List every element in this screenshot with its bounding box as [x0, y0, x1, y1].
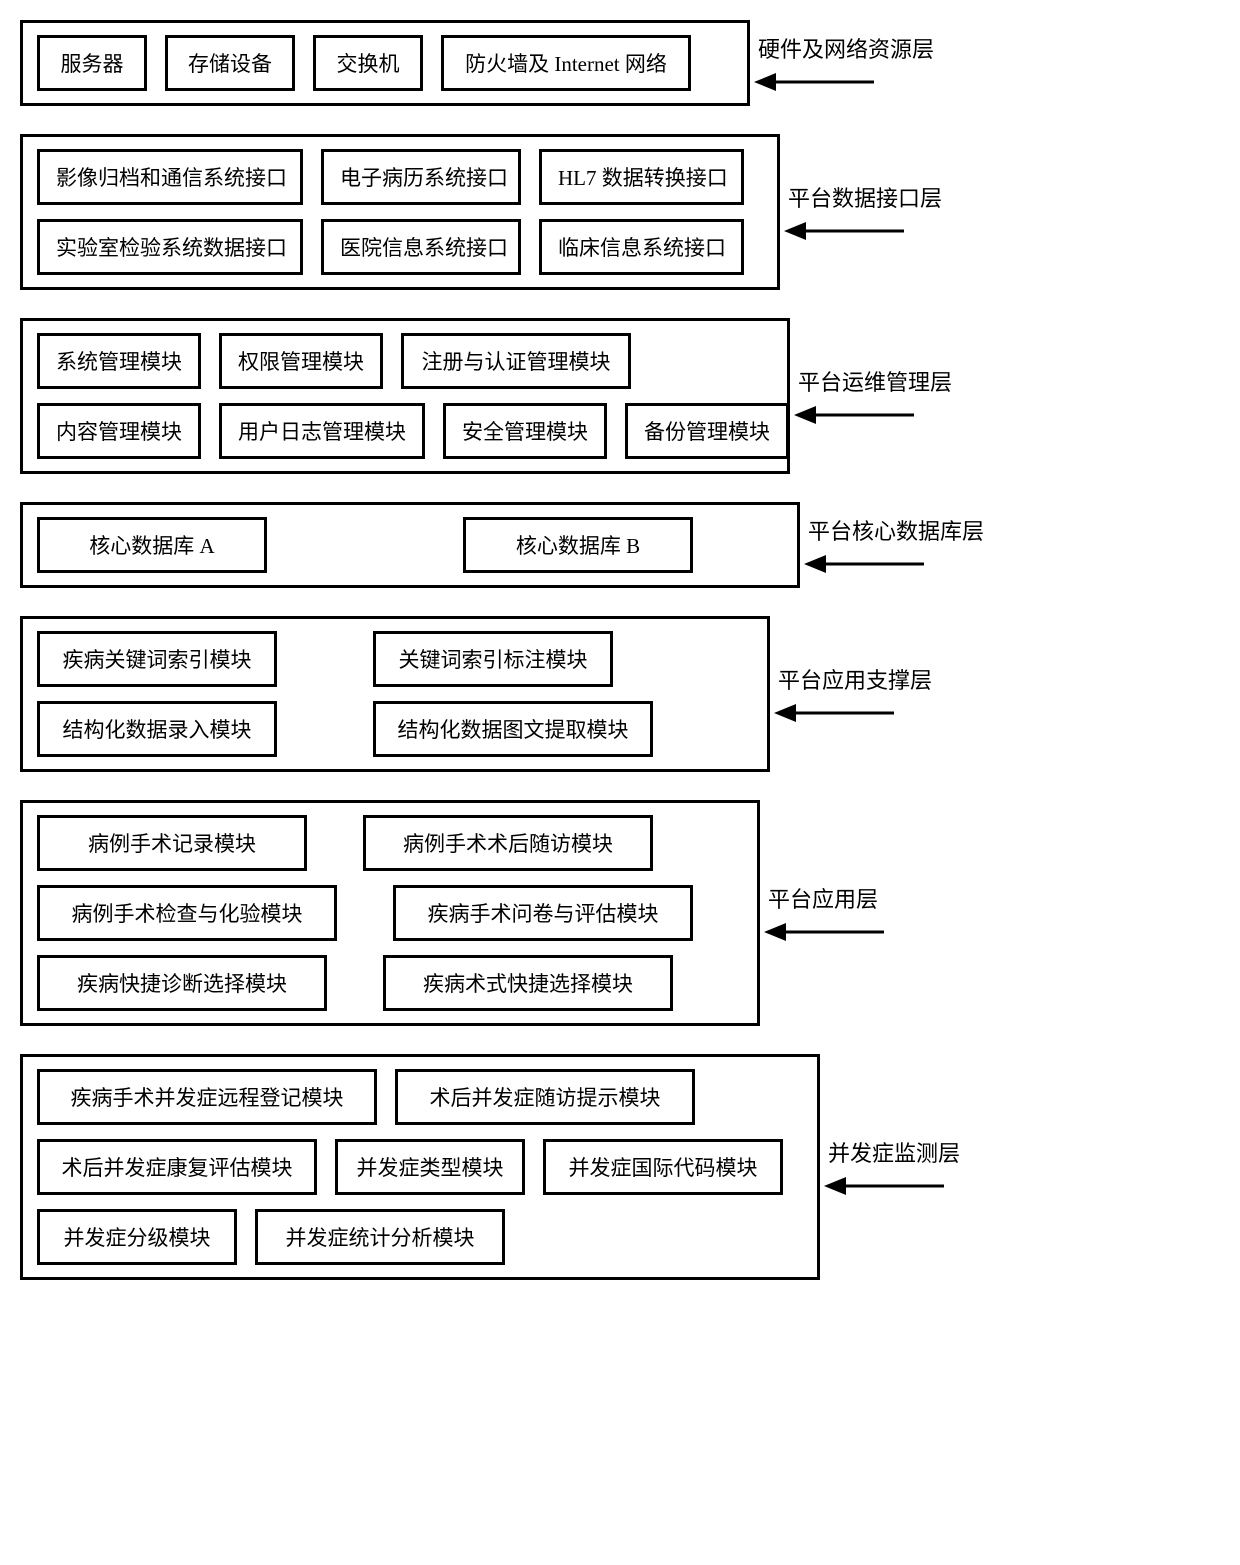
module-box: 结构化数据录入模块 — [37, 701, 277, 757]
module-box: 存储设备 — [165, 35, 295, 91]
module-box: 病例手术检查与化验模块 — [37, 885, 337, 941]
layer-label-group: 并发症监测层 — [824, 1136, 960, 1198]
layer-label: 硬件及网络资源层 — [758, 32, 934, 64]
module-box: 实验室检验系统数据接口 — [37, 219, 303, 275]
module-box: 安全管理模块 — [443, 403, 607, 459]
layer-box: 系统管理模块权限管理模块注册与认证管理模块内容管理模块用户日志管理模块安全管理模… — [20, 318, 790, 474]
arrow-left-icon — [804, 552, 924, 576]
layer-row: 影像归档和通信系统接口电子病历系统接口 HL7 数据转换接口实验室检验系统数据接口… — [20, 134, 1220, 290]
layer-label-group: 硬件及网络资源层 — [754, 32, 934, 94]
module-row: 病例手术记录模块病例手术术后随访模块 — [37, 815, 743, 871]
arrow-left-icon — [774, 701, 894, 725]
module-row: 核心数据库 A 核心数据库 B — [37, 517, 783, 573]
module-box: 电子病历系统接口 — [321, 149, 521, 205]
module-row: 疾病手术并发症远程登记模块术后并发症随访提示模块 — [37, 1069, 803, 1125]
layer-box: 核心数据库 A 核心数据库 B — [20, 502, 800, 588]
module-box: 术后并发症随访提示模块 — [395, 1069, 695, 1125]
layer-box: 病例手术记录模块病例手术术后随访模块病例手术检查与化验模块疾病手术问卷与评估模块… — [20, 800, 760, 1026]
arrow-left-icon — [784, 219, 904, 243]
layer-box: 疾病关键词索引模块 关键词索引标注模块结构化数据录入模块 结构化数据图文提取模块 — [20, 616, 770, 772]
module-box: 疾病快捷诊断选择模块 — [37, 955, 327, 1011]
module-row: 结构化数据录入模块 结构化数据图文提取模块 — [37, 701, 753, 757]
module-box: HL7 数据转换接口 — [539, 149, 744, 205]
module-row: 服务器存储设备交换机防火墙及 Internet 网络 — [37, 35, 733, 91]
module-row: 内容管理模块用户日志管理模块安全管理模块备份管理模块 — [37, 403, 773, 459]
module-box: 医院信息系统接口 — [321, 219, 521, 275]
module-box: 并发症分级模块 — [37, 1209, 237, 1265]
module-box: 结构化数据图文提取模块 — [373, 701, 653, 757]
arrow-left-icon — [754, 70, 874, 94]
layer-box: 服务器存储设备交换机防火墙及 Internet 网络 — [20, 20, 750, 106]
module-row: 系统管理模块权限管理模块注册与认证管理模块 — [37, 333, 773, 389]
module-box: 病例手术术后随访模块 — [363, 815, 653, 871]
layer-label-group: 平台应用支撑层 — [774, 663, 932, 725]
layer-box: 疾病手术并发症远程登记模块术后并发症随访提示模块术后并发症康复评估模块并发症类型… — [20, 1054, 820, 1280]
module-box: 防火墙及 Internet 网络 — [441, 35, 691, 91]
layer-row: 核心数据库 A 核心数据库 B 平台核心数据库层 — [20, 502, 1220, 588]
architecture-diagram: 服务器存储设备交换机防火墙及 Internet 网络硬件及网络资源层影像归档和通… — [20, 20, 1220, 1280]
arrow-left-icon — [824, 1174, 944, 1198]
layer-label-group: 平台核心数据库层 — [804, 514, 984, 576]
layer-row: 病例手术记录模块病例手术术后随访模块病例手术检查与化验模块疾病手术问卷与评估模块… — [20, 800, 1220, 1026]
module-row: 疾病关键词索引模块 关键词索引标注模块 — [37, 631, 753, 687]
module-row: 并发症分级模块并发症统计分析模块 — [37, 1209, 803, 1265]
layer-row: 服务器存储设备交换机防火墙及 Internet 网络硬件及网络资源层 — [20, 20, 1220, 106]
module-box: 影像归档和通信系统接口 — [37, 149, 303, 205]
module-box: 并发症类型模块 — [335, 1139, 525, 1195]
module-box: 注册与认证管理模块 — [401, 333, 631, 389]
module-box: 备份管理模块 — [625, 403, 789, 459]
layer-label: 平台应用层 — [768, 882, 878, 914]
module-box: 疾病术式快捷选择模块 — [383, 955, 673, 1011]
module-box: 术后并发症康复评估模块 — [37, 1139, 317, 1195]
module-box: 交换机 — [313, 35, 423, 91]
layer-box: 影像归档和通信系统接口电子病历系统接口 HL7 数据转换接口实验室检验系统数据接口… — [20, 134, 780, 290]
module-box: 疾病手术并发症远程登记模块 — [37, 1069, 377, 1125]
layer-label-group: 平台数据接口层 — [784, 181, 942, 243]
module-box: 内容管理模块 — [37, 403, 201, 459]
module-row: 实验室检验系统数据接口医院信息系统接口临床信息系统接口 — [37, 219, 763, 275]
module-box: 系统管理模块 — [37, 333, 201, 389]
module-box: 疾病关键词索引模块 — [37, 631, 277, 687]
layer-row: 疾病关键词索引模块 关键词索引标注模块结构化数据录入模块 结构化数据图文提取模块 平台… — [20, 616, 1220, 772]
arrow-left-icon — [764, 920, 884, 944]
layer-label: 并发症监测层 — [828, 1136, 960, 1168]
module-row: 影像归档和通信系统接口电子病历系统接口 HL7 数据转换接口 — [37, 149, 763, 205]
module-box: 权限管理模块 — [219, 333, 383, 389]
module-row: 病例手术检查与化验模块疾病手术问卷与评估模块 — [37, 885, 743, 941]
module-box: 临床信息系统接口 — [539, 219, 744, 275]
layer-label-group: 平台应用层 — [764, 882, 884, 944]
module-box: 服务器 — [37, 35, 147, 91]
module-box: 关键词索引标注模块 — [373, 631, 613, 687]
module-box: 核心数据库 A — [37, 517, 267, 573]
layer-label: 平台核心数据库层 — [808, 514, 984, 546]
module-row: 术后并发症康复评估模块并发症类型模块并发症国际代码模块 — [37, 1139, 803, 1195]
layer-label-group: 平台运维管理层 — [794, 365, 952, 427]
layer-row: 疾病手术并发症远程登记模块术后并发症随访提示模块术后并发症康复评估模块并发症类型… — [20, 1054, 1220, 1280]
layer-label: 平台运维管理层 — [798, 365, 952, 397]
layer-label: 平台数据接口层 — [788, 181, 942, 213]
module-box: 疾病手术问卷与评估模块 — [393, 885, 693, 941]
module-box: 核心数据库 B — [463, 517, 693, 573]
module-box: 并发症统计分析模块 — [255, 1209, 505, 1265]
module-box: 并发症国际代码模块 — [543, 1139, 783, 1195]
module-row: 疾病快捷诊断选择模块疾病术式快捷选择模块 — [37, 955, 743, 1011]
module-box: 病例手术记录模块 — [37, 815, 307, 871]
layer-label: 平台应用支撑层 — [778, 663, 932, 695]
module-box: 用户日志管理模块 — [219, 403, 425, 459]
arrow-left-icon — [794, 403, 914, 427]
layer-row: 系统管理模块权限管理模块注册与认证管理模块内容管理模块用户日志管理模块安全管理模… — [20, 318, 1220, 474]
